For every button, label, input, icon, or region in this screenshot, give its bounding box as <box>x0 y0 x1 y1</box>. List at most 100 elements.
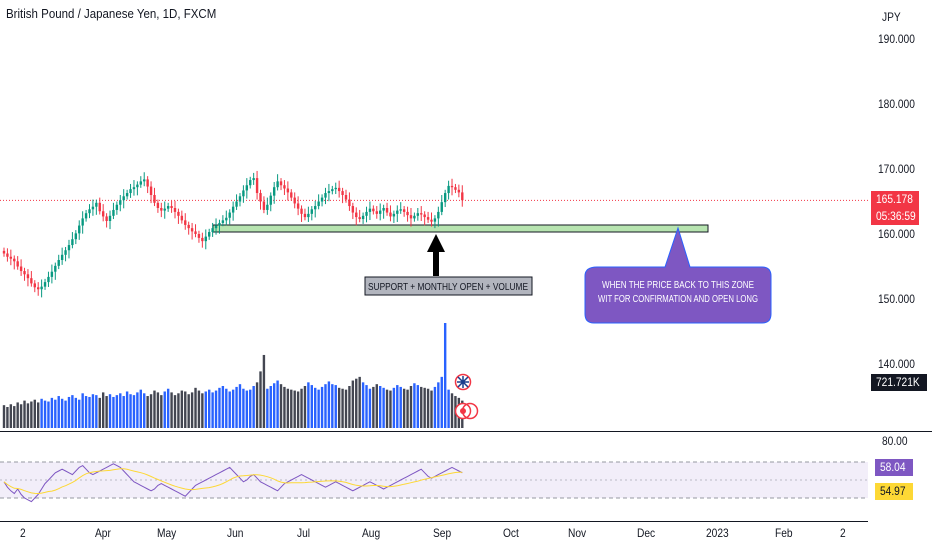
candle-body <box>166 206 170 209</box>
volume-bar <box>30 401 33 428</box>
volume-bar <box>105 396 108 428</box>
candle-body <box>67 245 71 251</box>
candle-body <box>341 191 344 195</box>
candle-body <box>457 189 461 193</box>
candle-body <box>402 209 406 212</box>
candle-body <box>108 215 112 221</box>
candle-body <box>9 256 13 259</box>
candle-body <box>331 189 334 192</box>
volume-bar <box>399 386 402 428</box>
volume-bar <box>33 399 36 428</box>
candle-body <box>351 206 355 213</box>
volume-bar <box>57 396 60 428</box>
candle-body <box>180 215 184 221</box>
candle-body <box>461 192 464 201</box>
candle-body <box>190 228 194 232</box>
candle-body <box>365 211 368 216</box>
candle-body <box>214 225 218 229</box>
candle-body <box>416 213 420 216</box>
volume-bar <box>187 394 190 428</box>
candle-body <box>19 266 23 272</box>
candle-body <box>57 260 60 266</box>
volume-bar <box>440 376 443 428</box>
candle-body <box>454 187 457 190</box>
volume-bar <box>409 386 413 428</box>
volume-bar <box>433 386 437 428</box>
candle-body <box>286 188 290 193</box>
volume-bar <box>136 392 139 428</box>
callout-line-1: WHEN THE PRICE BACK TO THIS ZONE <box>602 280 754 291</box>
volume-bar <box>276 380 279 428</box>
volume-bar <box>37 402 40 428</box>
candle-body <box>296 203 300 209</box>
candle-body <box>382 208 385 211</box>
time-tick: Oct <box>503 526 519 540</box>
volume-bar <box>337 387 341 428</box>
volume-bar <box>385 389 389 428</box>
symbol-title[interactable]: British Pound / Japanese Yen, 1D, FXCM <box>6 7 217 21</box>
price-tick: 190.000 <box>878 32 915 46</box>
candle-body <box>225 217 228 221</box>
rsi-ma-line <box>3 468 463 495</box>
time-tick: Apr <box>95 526 111 540</box>
volume-bar <box>447 389 450 428</box>
candle-body <box>119 200 122 205</box>
candle-body <box>143 179 146 182</box>
candle-body <box>2 250 6 254</box>
candle-body <box>177 211 180 216</box>
time-tick: Jul <box>297 526 311 540</box>
candle-body <box>348 199 351 207</box>
candle-body <box>396 210 399 214</box>
time-tick: May <box>157 526 177 540</box>
candle-body <box>426 217 430 220</box>
price-tick: 160.000 <box>878 227 915 241</box>
candle-body <box>115 204 119 210</box>
rsi-top-tick: 80.00 <box>882 434 908 448</box>
rsi-value-tag: 58.04 <box>875 459 913 476</box>
volume-bar <box>320 386 324 428</box>
currency-label: JPY <box>882 10 901 24</box>
volume-bar <box>9 404 13 428</box>
candle-body <box>314 206 317 210</box>
volume-bar <box>443 323 447 428</box>
volume-bar <box>348 386 351 428</box>
candle-body <box>231 206 235 213</box>
time-tick: 2 <box>20 526 26 540</box>
candle-body <box>129 189 132 194</box>
volume-bar <box>132 395 136 428</box>
volume-bar <box>228 391 231 428</box>
candle-body <box>95 202 98 207</box>
candle-body <box>228 212 231 218</box>
candle-body <box>6 253 9 257</box>
time-tick: 2 <box>840 526 846 540</box>
candle-body <box>40 286 43 290</box>
volume-bar <box>255 382 259 428</box>
volume-bar <box>119 393 122 428</box>
rsi-line <box>3 463 463 503</box>
support-arrow <box>427 234 445 276</box>
volume-bar <box>74 397 78 428</box>
volume-bar <box>173 395 177 428</box>
candle-body <box>433 218 437 222</box>
volume-bar <box>238 384 242 428</box>
candle-body <box>344 195 348 200</box>
volume-bar <box>327 381 331 428</box>
volume-bar <box>78 399 81 428</box>
candle-body <box>163 208 166 211</box>
time-tick: 2023 <box>706 526 729 540</box>
price-tick: 150.000 <box>878 292 915 306</box>
time-tick: Aug <box>362 526 381 540</box>
volume-bar <box>129 394 132 428</box>
candle-body <box>160 208 163 211</box>
volume-bar <box>153 390 156 428</box>
volume-bar <box>406 389 409 428</box>
volume-bar <box>6 407 9 428</box>
callout-line-2: WIT FOR CONFIRMATION AND OPEN LONG <box>598 294 758 305</box>
candle-body <box>276 181 279 188</box>
volume-bar <box>290 389 293 428</box>
volume-bar <box>214 390 218 428</box>
volume-bar <box>303 386 307 428</box>
candle-body <box>252 178 255 181</box>
candle-body <box>78 225 81 234</box>
